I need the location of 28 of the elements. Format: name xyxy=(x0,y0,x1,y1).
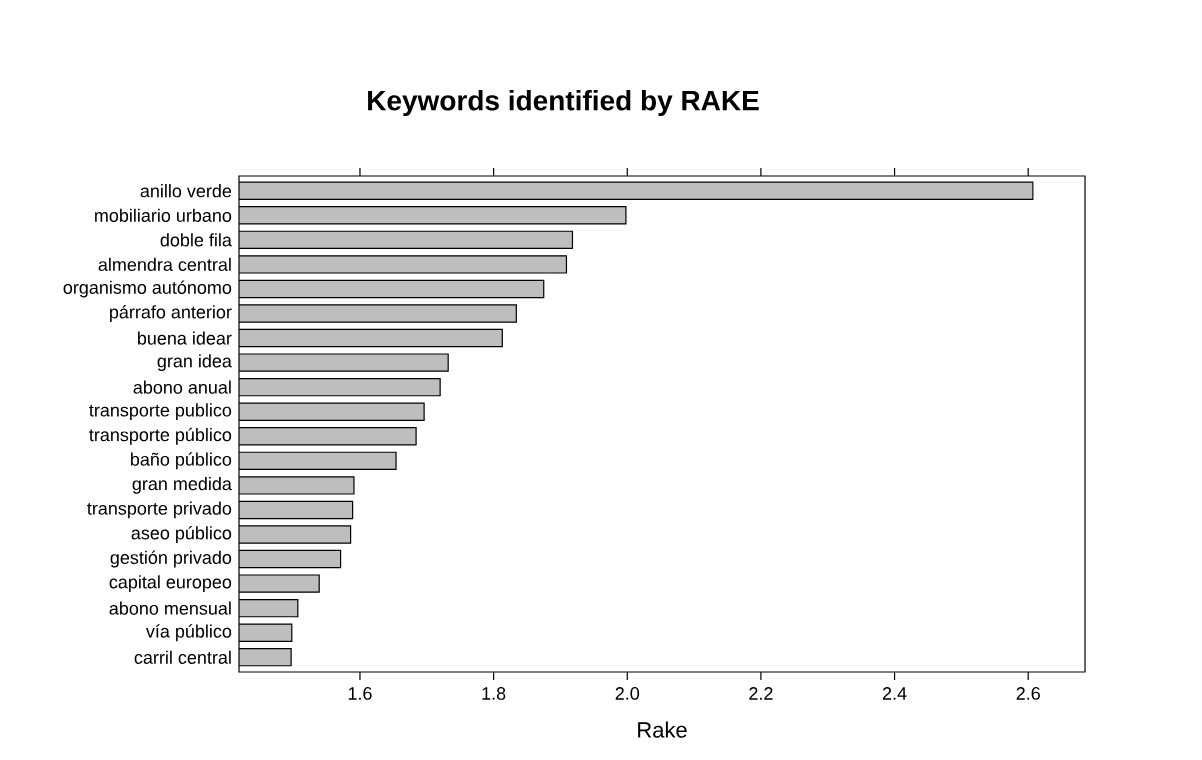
y-tick-label: transporte publico xyxy=(89,403,232,421)
x-tick-label: 2.0 xyxy=(615,687,640,700)
y-tick-label: baño público xyxy=(131,452,232,470)
y-tick-label: capital europeo xyxy=(109,575,232,592)
y-tick-label: gran medida xyxy=(132,476,232,494)
x-tick-label: 2.6 xyxy=(1016,687,1040,700)
y-tick-label: mobiliario urbano xyxy=(95,208,232,222)
x-tick-label: 1.6 xyxy=(348,687,372,700)
y-tick-label: buena idear xyxy=(138,331,232,345)
y-tick-label: vía público xyxy=(145,624,232,642)
y-tick-label: aseo público xyxy=(131,525,232,543)
y-tick-label: almendra central xyxy=(98,257,231,272)
y-tick-label: abono anual xyxy=(133,380,231,394)
x-tick-label: 2.4 xyxy=(882,687,907,700)
y-tick-label: párrafo anterior xyxy=(110,305,232,322)
y-tick-label: carril central xyxy=(134,650,231,664)
y-tick-label: organismo autónomo xyxy=(63,280,232,298)
chart-title: Keywords identified by RAKE xyxy=(368,89,759,117)
y-tick-label: doble fila xyxy=(160,233,232,247)
x-tick-label: 1.8 xyxy=(482,687,506,700)
y-tick-label: abono mensual xyxy=(109,601,231,615)
x-axis-title: Rake xyxy=(638,721,687,738)
y-tick-label: transporte público xyxy=(89,427,232,445)
y-tick-label: anillo verde xyxy=(140,184,232,198)
y-tick-label: transporte privado xyxy=(87,501,232,519)
x-tick-label: 2.2 xyxy=(749,687,773,700)
y-tick-label: gestión privado xyxy=(110,550,232,568)
y-tick-label: gran idea xyxy=(157,354,232,371)
